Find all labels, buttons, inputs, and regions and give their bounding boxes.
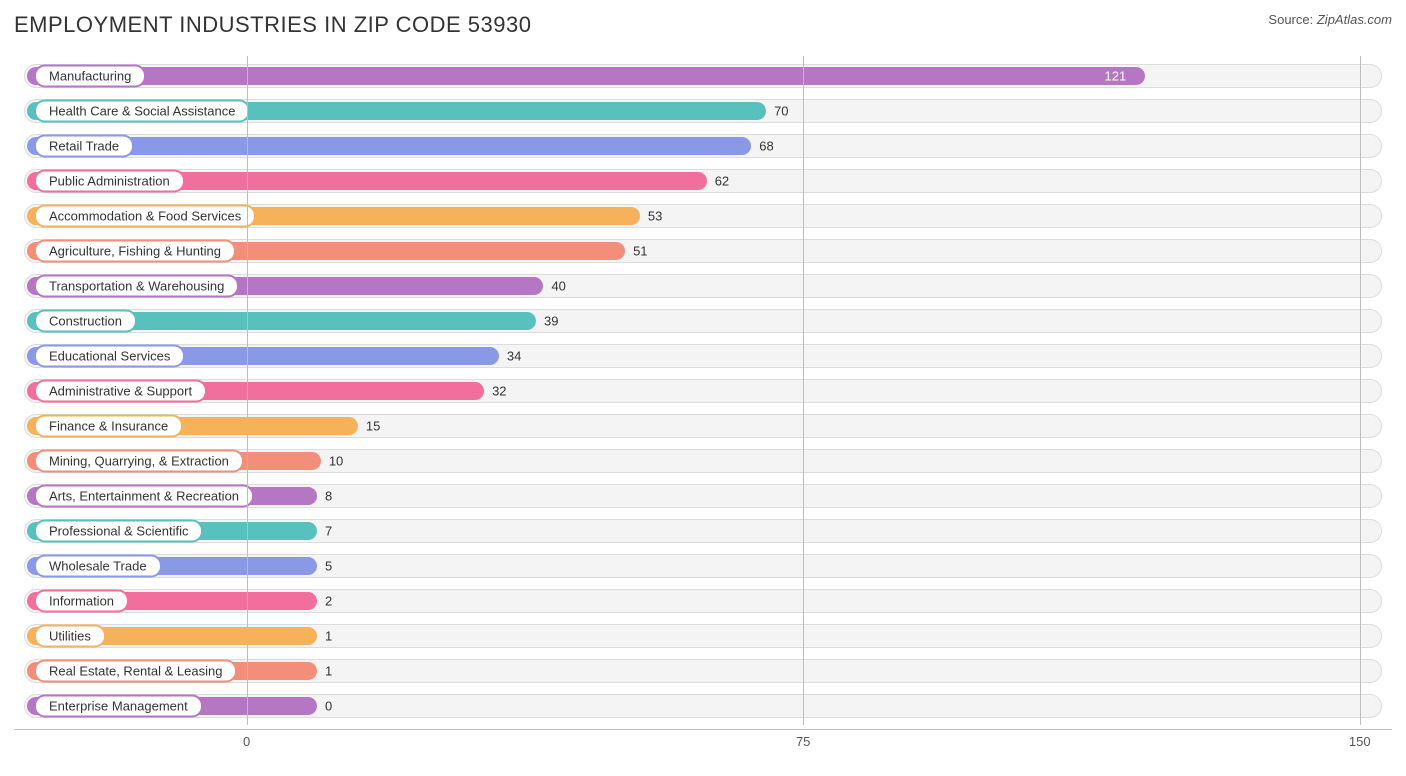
x-tick-label: 150: [1349, 734, 1371, 749]
bar-row: Construction 39: [14, 307, 1392, 335]
chart-source: Source: ZipAtlas.com: [1268, 12, 1392, 27]
bar-value: 5: [325, 558, 332, 573]
bar-label-pill: Information: [34, 589, 129, 612]
bar-value: 62: [715, 173, 729, 188]
bar-container: Manufacturing121Health Care & Social Ass…: [14, 56, 1392, 725]
bar-value: 53: [648, 208, 662, 223]
bar-value: 15: [366, 418, 380, 433]
bar-row: Arts, Entertainment & Recreation 8: [14, 482, 1392, 510]
chart-header: EMPLOYMENT INDUSTRIES IN ZIP CODE 53930 …: [14, 12, 1392, 38]
bar-label-pill: Wholesale Trade: [34, 554, 162, 577]
chart-title: EMPLOYMENT INDUSTRIES IN ZIP CODE 53930: [14, 12, 532, 38]
x-tick-label: 0: [243, 734, 250, 749]
bar-value: 10: [329, 453, 343, 468]
gridline: [803, 56, 804, 725]
bar-row: Utilities 1: [14, 622, 1392, 650]
bar-row: Wholesale Trade 5: [14, 552, 1392, 580]
bar-label-pill: Health Care & Social Assistance: [34, 99, 250, 122]
gridline: [1360, 56, 1361, 725]
bar-row: Educational Services 34: [14, 342, 1392, 370]
bar-value: 70: [774, 103, 788, 118]
bar-value: 51: [633, 243, 647, 258]
bar-row: Professional & Scientific 7: [14, 517, 1392, 545]
bar-value: 32: [492, 383, 506, 398]
bar-label-pill: Professional & Scientific: [34, 519, 203, 542]
bar-value: 34: [507, 348, 521, 363]
bar-value: 40: [551, 278, 565, 293]
bar-row: Information 2: [14, 587, 1392, 615]
bar-label-pill: Manufacturing: [34, 64, 146, 87]
bar-label-pill: Public Administration: [34, 169, 185, 192]
bar-label-pill: Agriculture, Fishing & Hunting: [34, 239, 236, 262]
bar-row: Finance & Insurance 15: [14, 412, 1392, 440]
bar-value: 68: [759, 138, 773, 153]
bar-label-pill: Educational Services: [34, 344, 185, 367]
bar-row: Administrative & Support 32: [14, 377, 1392, 405]
bar-label-pill: Construction: [34, 309, 137, 332]
bar-fill: [27, 67, 1145, 85]
bar-label-pill: Mining, Quarrying, & Extraction: [34, 449, 244, 472]
x-tick-label: 75: [796, 734, 810, 749]
bar-value: 8: [325, 488, 332, 503]
bar-label-pill: Arts, Entertainment & Recreation: [34, 484, 254, 507]
source-label: Source:: [1268, 12, 1313, 27]
bar-label-pill: Real Estate, Rental & Leasing: [34, 659, 237, 682]
bar-value: 2: [325, 593, 332, 608]
bar-value: 39: [544, 313, 558, 328]
x-axis: 0 75 150: [14, 729, 1392, 751]
bar-value: 121: [1105, 68, 1127, 83]
chart-area: Manufacturing121Health Care & Social Ass…: [14, 56, 1392, 751]
bar-row: Real Estate, Rental & Leasing 1: [14, 657, 1392, 685]
bar-row: Mining, Quarrying, & Extraction 10: [14, 447, 1392, 475]
bar-label-pill: Accommodation & Food Services: [34, 204, 256, 227]
bar-value: 7: [325, 523, 332, 538]
chart-plot: Manufacturing121Health Care & Social Ass…: [14, 56, 1392, 725]
bar-value: 1: [325, 663, 332, 678]
bar-value: 0: [325, 698, 332, 713]
source-value: ZipAtlas.com: [1317, 12, 1392, 27]
bar-row: Health Care & Social Assistance 70: [14, 97, 1392, 125]
bar-value: 1: [325, 628, 332, 643]
bar-label-pill: Retail Trade: [34, 134, 134, 157]
gridline: [247, 56, 248, 725]
bar-row: Accommodation & Food Services 53: [14, 202, 1392, 230]
bar-row: Retail Trade 68: [14, 132, 1392, 160]
bar-label-pill: Utilities: [34, 624, 106, 647]
bar-fill: [27, 137, 751, 155]
bar-label-pill: Administrative & Support: [34, 379, 207, 402]
bar-row: Public Administration 62: [14, 167, 1392, 195]
bar-row: Manufacturing 121: [14, 62, 1392, 90]
bar-row: Transportation & Warehousing 40: [14, 272, 1392, 300]
bar-row: Agriculture, Fishing & Hunting 51: [14, 237, 1392, 265]
bar-label-pill: Finance & Insurance: [34, 414, 183, 437]
bar-row: Enterprise Management 0: [14, 692, 1392, 720]
bar-label-pill: Transportation & Warehousing: [34, 274, 239, 297]
bar-label-pill: Enterprise Management: [34, 694, 203, 717]
